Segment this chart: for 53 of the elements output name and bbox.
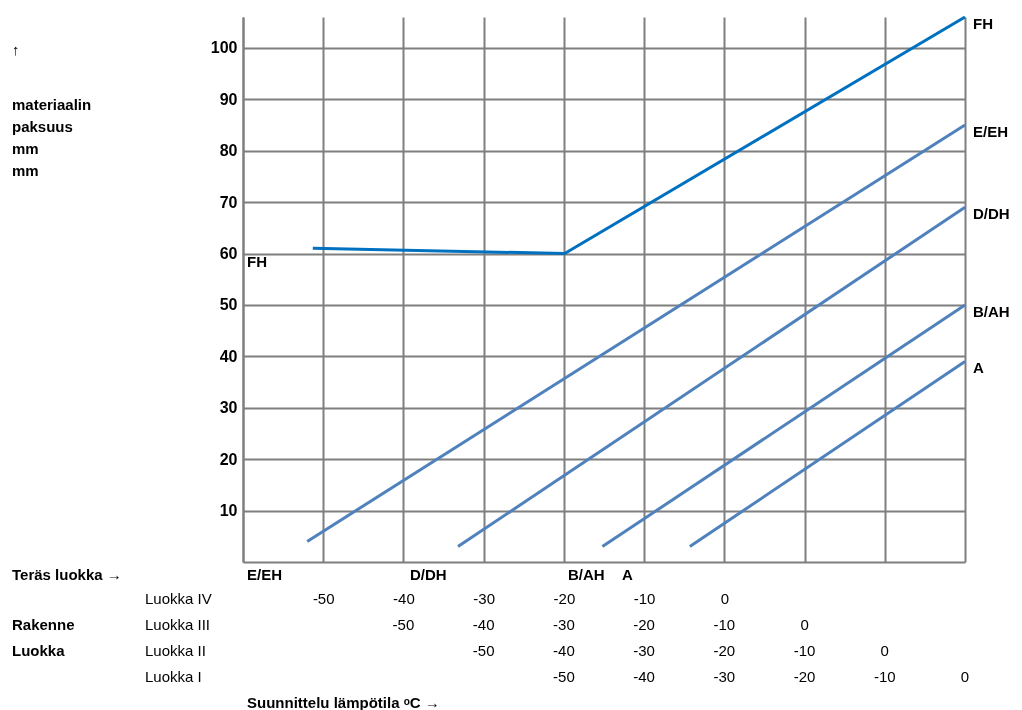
series-label: E/EH: [973, 122, 1009, 140]
text: Luokka II: [145, 642, 206, 659]
y-tick-label: 20: [219, 450, 238, 468]
x-tick-label: 0: [720, 589, 730, 607]
text: 0: [880, 642, 889, 659]
text: B/AH: [568, 566, 605, 583]
y-tick-label: 50: [219, 296, 238, 314]
y-tick-label: 100: [210, 39, 238, 57]
text: D/DH: [410, 566, 447, 583]
x-tick-label: -10: [633, 589, 656, 607]
text: ↑: [12, 41, 20, 58]
series-label: D/DH: [973, 205, 1010, 223]
text: -20: [793, 668, 816, 685]
text: Rakenne: [12, 616, 75, 633]
text: -30: [713, 668, 736, 685]
text: -20: [713, 642, 736, 659]
y-tick-label: 80: [219, 142, 238, 160]
y-tick-label: 70: [219, 193, 238, 211]
text: -50: [472, 642, 495, 659]
text: Luokka IV: [145, 590, 212, 607]
text: -40: [553, 642, 575, 659]
text: -20: [633, 616, 655, 633]
series-label: FH: [973, 15, 993, 32]
text: -30: [633, 642, 655, 659]
x-tick-label: -30: [473, 589, 496, 607]
y-tick-label: 10: [219, 502, 238, 520]
text: Luokka III: [145, 616, 211, 633]
text: 0: [800, 616, 809, 633]
series-label: A: [973, 359, 984, 377]
annotation: FH: [247, 253, 267, 270]
y-tick-label: 90: [219, 90, 238, 108]
y-tick-label: 40: [219, 347, 238, 365]
text: -10: [873, 668, 896, 685]
y-tick-label: 60: [219, 245, 238, 263]
x-tick-label: -50: [312, 589, 335, 607]
text: -50: [553, 668, 575, 685]
text: A: [622, 566, 633, 583]
text: -30: [553, 616, 575, 633]
text: Teräs luokka →: [12, 566, 122, 583]
text: 0: [960, 668, 970, 685]
x-tick-label: -40: [393, 589, 415, 607]
x-tick-label: -20: [553, 589, 576, 607]
text: materiaalin paksuus mm mm: [12, 96, 92, 179]
y-tick-label: 30: [219, 399, 238, 417]
text: Luokka: [12, 642, 66, 659]
text: Luokka I: [145, 668, 202, 685]
text: -10: [713, 616, 736, 633]
text: -40: [633, 668, 655, 685]
text: E/EH: [247, 566, 283, 583]
text: -50: [392, 616, 415, 633]
text: -10: [793, 642, 816, 659]
text: -40: [472, 616, 495, 633]
series-label: B/AH: [973, 302, 1010, 320]
